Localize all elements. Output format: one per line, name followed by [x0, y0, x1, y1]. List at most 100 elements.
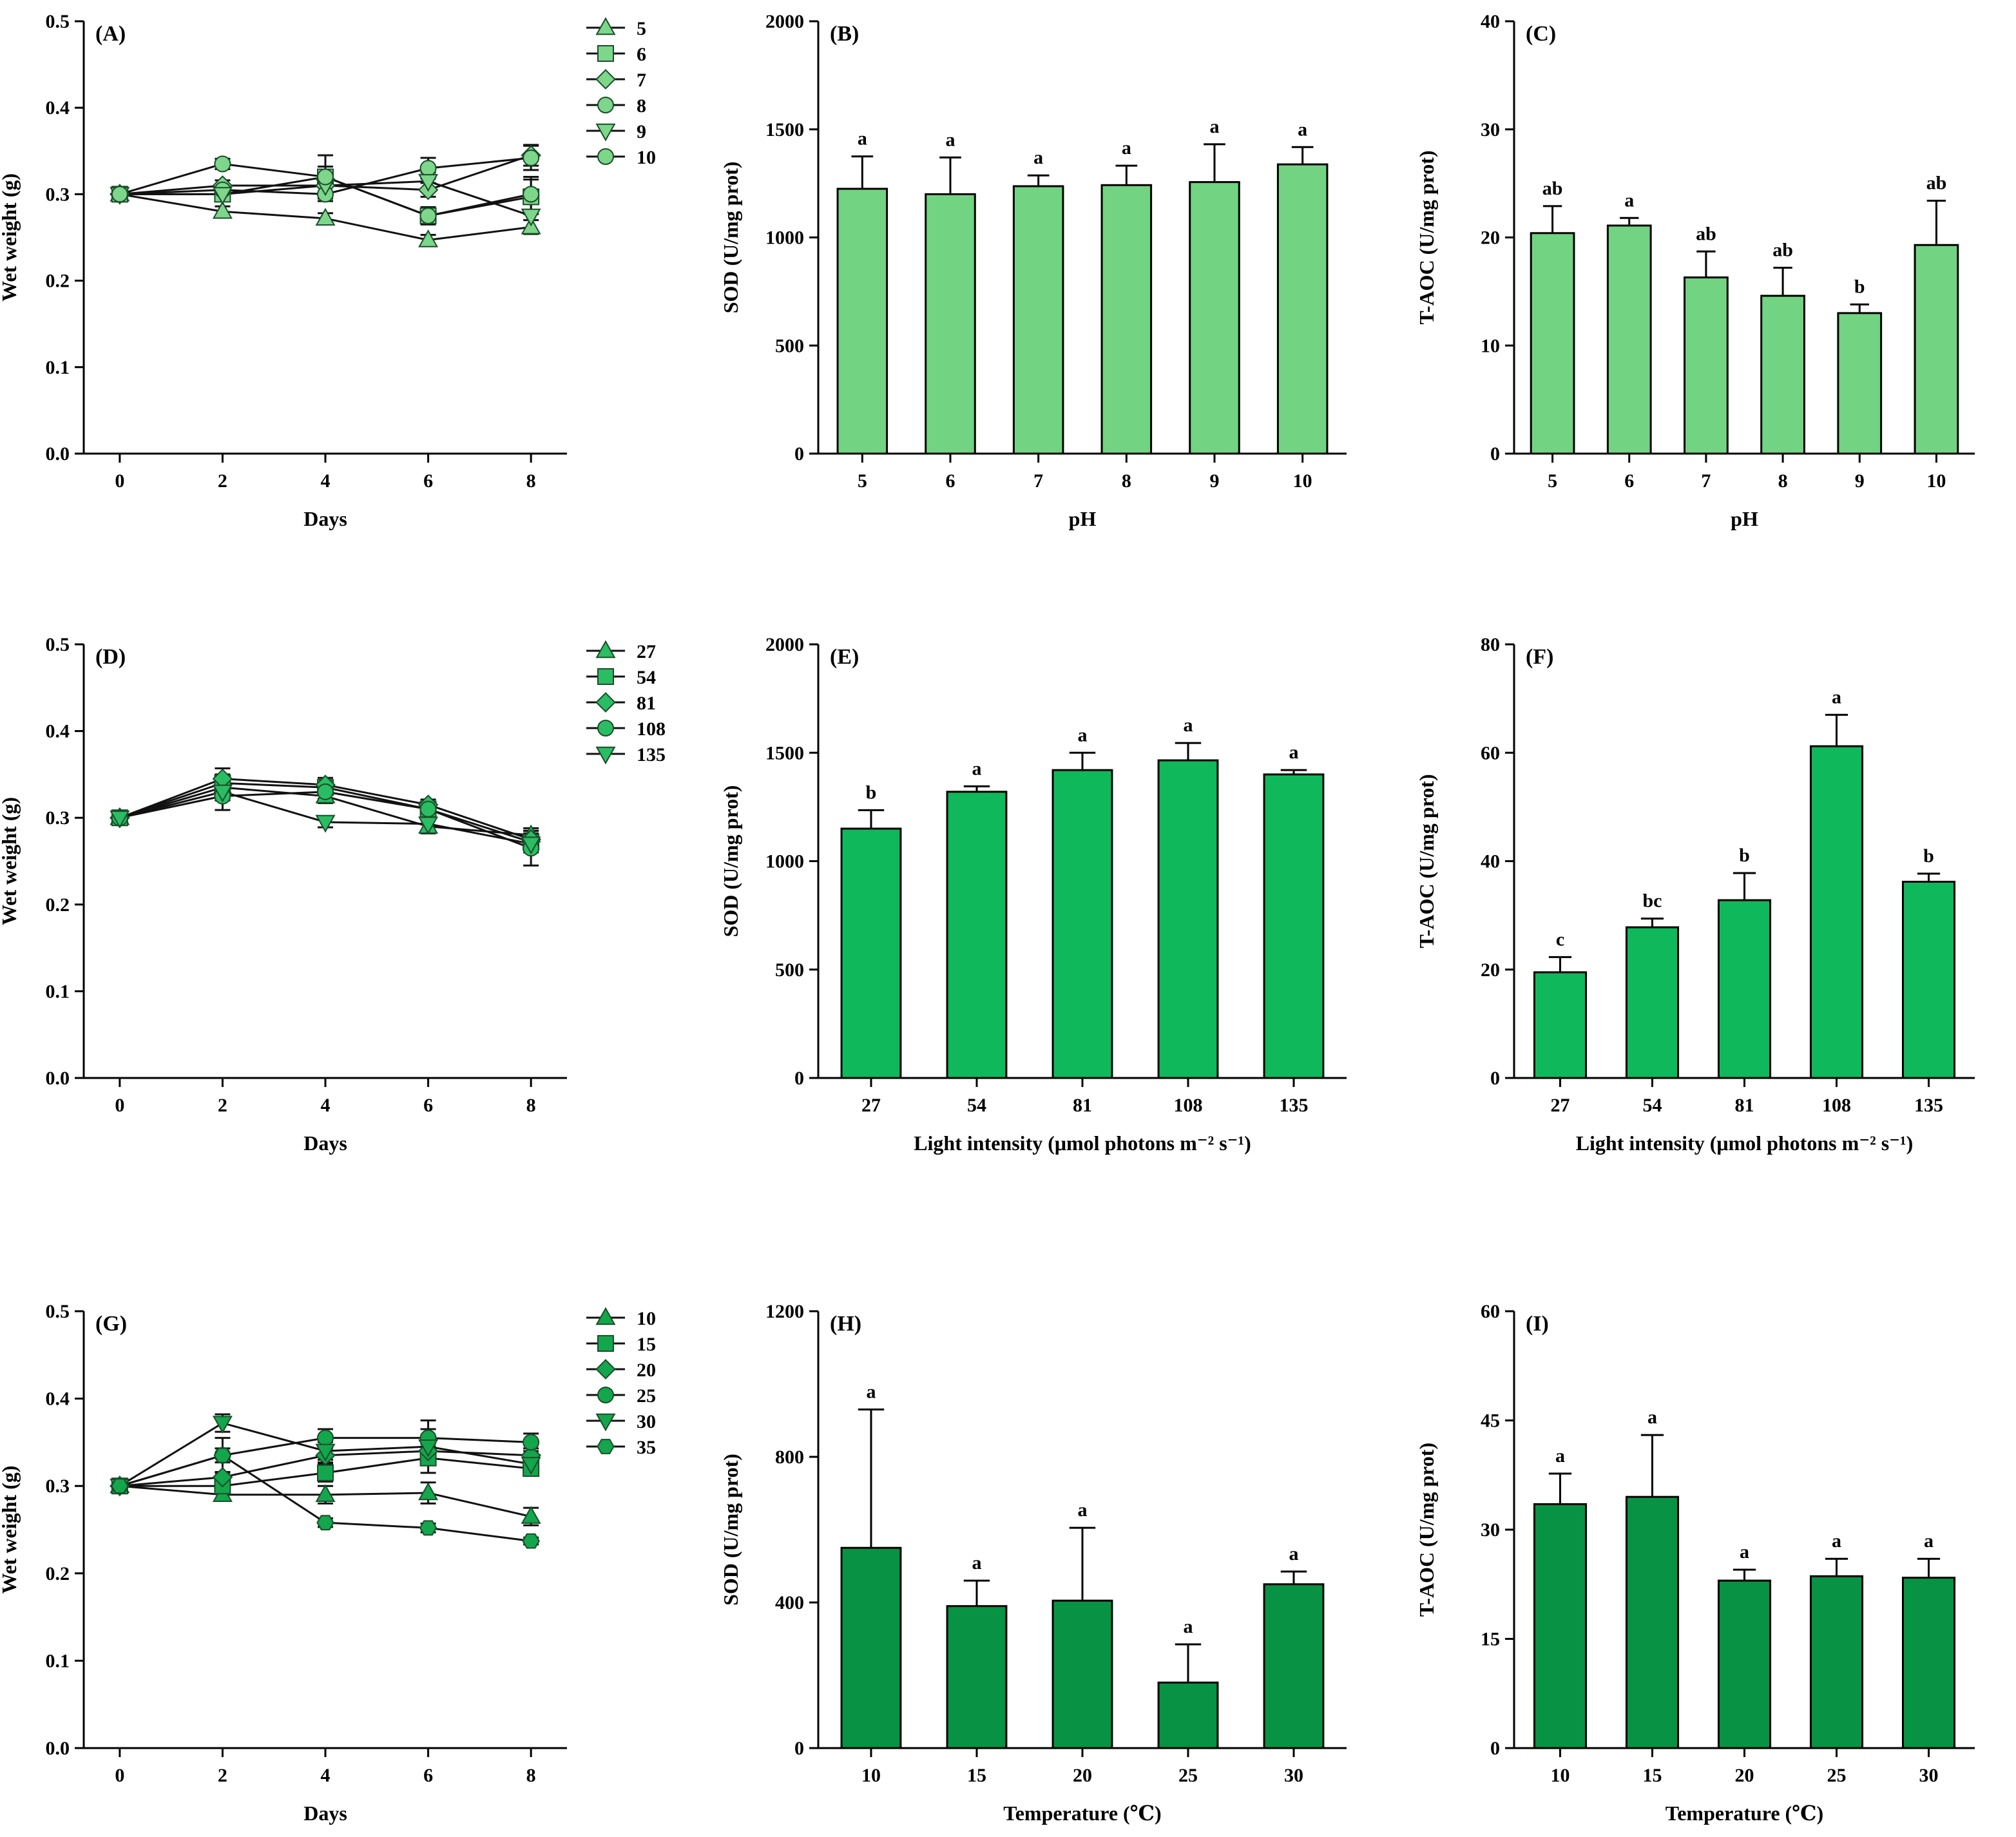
significance-letter: a	[1647, 1407, 1657, 1428]
y-tick-label: 30	[1481, 119, 1500, 140]
x-tick-label: 6	[423, 470, 433, 492]
data-point	[316, 1515, 334, 1531]
legend-label: 81	[637, 693, 656, 714]
x-tick-label: 6	[423, 1765, 433, 1786]
x-tick-label: 10	[1551, 1765, 1570, 1786]
y-tick-label: 40	[1481, 851, 1500, 872]
legend-label: 54	[637, 667, 656, 688]
legend-label: 27	[637, 641, 656, 662]
bar	[1263, 773, 1325, 1079]
bar	[1837, 312, 1883, 455]
panel-label: (F)	[1526, 645, 1553, 669]
legend-label: 10	[637, 1308, 656, 1329]
y-axis-title: T-AOC (U/mg prot)	[1415, 774, 1438, 948]
x-axis-title: Light intensity (μmol photons m⁻² s⁻¹)	[1576, 1131, 1914, 1155]
x-tick-label: 2	[218, 470, 227, 492]
y-tick-label: 500	[775, 959, 804, 981]
panel-label: (A)	[95, 22, 126, 46]
x-tick-label: 10	[1926, 470, 1946, 492]
significance-letter: a	[867, 1381, 876, 1403]
data-point	[111, 1478, 129, 1494]
significance-letter: a	[1555, 1445, 1565, 1467]
y-tick-label: 0	[794, 1068, 804, 1089]
legend-label: 30	[637, 1411, 656, 1432]
legend-marker	[597, 720, 614, 736]
bar	[946, 1605, 1008, 1749]
data-point	[315, 814, 336, 833]
y-tick-label: 60	[1481, 1301, 1500, 1322]
bar	[1809, 745, 1864, 1079]
bar	[1157, 759, 1219, 1079]
x-tick-label: 4	[321, 470, 331, 492]
data-point	[418, 229, 439, 247]
x-tick-label: 8	[1778, 470, 1788, 492]
data-point	[110, 811, 130, 829]
x-tick-label: 7	[1701, 470, 1711, 492]
y-tick-label: 0.3	[46, 807, 70, 829]
y-tick-label: 0.1	[46, 981, 70, 1002]
legend-marker	[597, 1439, 615, 1454]
x-tick-label: 81	[1735, 1095, 1754, 1116]
panel-label: (E)	[830, 645, 859, 669]
x-tick-label: 30	[1919, 1765, 1939, 1786]
bar	[836, 188, 888, 455]
y-tick-label: 0	[1490, 443, 1500, 465]
significance-letter: ab	[1926, 172, 1947, 193]
data-point	[317, 1429, 334, 1447]
significance-letter: a	[1210, 116, 1220, 137]
panel-b: 0 500 1000 1500 2000 (B) SOD (U/mg prot) pH a 5 a 6…	[719, 11, 1347, 530]
y-tick-label: 20	[1481, 227, 1500, 249]
data-point	[317, 168, 334, 186]
bar	[1606, 224, 1652, 455]
significance-letter: a	[1289, 742, 1299, 763]
data-point	[418, 1439, 439, 1457]
panel-a: 0.0 0.1 0.2 0.3 0.4 0.5 (A) Wet weight (g) Days 0…	[0, 11, 656, 530]
data-point	[521, 836, 541, 855]
legend-marker	[597, 148, 614, 165]
significance-letter: a	[1184, 715, 1193, 736]
data-point	[521, 1457, 541, 1475]
significance-letter: a	[1740, 1541, 1749, 1563]
y-tick-label: 0.2	[46, 894, 70, 916]
x-tick-label: 8	[1122, 470, 1131, 492]
panel-label: (I)	[1526, 1312, 1549, 1336]
y-tick-label: 2000	[765, 634, 804, 655]
x-tick-label: 81	[1073, 1095, 1092, 1116]
data-point	[212, 1416, 233, 1434]
x-tick-label: 6	[1624, 470, 1634, 492]
x-axis-title: Temperature (℃)	[1003, 1802, 1161, 1825]
data-point	[521, 1506, 541, 1524]
data-point	[523, 186, 540, 203]
x-tick-label: 0	[115, 1765, 124, 1786]
x-tick-label: 27	[861, 1095, 881, 1116]
bar	[840, 827, 902, 1079]
data-point	[521, 208, 541, 227]
y-tick-label: 0.4	[46, 97, 70, 119]
legend-marker	[595, 692, 616, 713]
significance-letter: ab	[1542, 178, 1563, 199]
y-tick-label: 0.5	[46, 634, 70, 655]
legend-marker	[595, 1307, 616, 1325]
legend-label: 35	[637, 1437, 656, 1458]
data-point	[418, 1482, 439, 1501]
x-tick-label: 30	[1284, 1765, 1303, 1786]
bar	[1625, 1496, 1680, 1749]
data-point	[212, 200, 233, 219]
panel-e: 0 500 1000 1500 2000 (E) SOD (U/mg prot) Light …	[719, 634, 1347, 1155]
bar	[1717, 1579, 1772, 1749]
significance-letter: b	[1923, 845, 1934, 867]
y-axis-title: T-AOC (U/mg prot)	[1415, 1443, 1438, 1617]
legend-label: 135	[637, 744, 666, 765]
x-tick-label: 2	[218, 1765, 227, 1786]
x-axis-title: pH	[1731, 507, 1758, 530]
y-tick-label: 30	[1481, 1519, 1500, 1541]
legend-label: 9	[637, 121, 646, 142]
y-tick-label: 0.0	[46, 1738, 70, 1759]
y-tick-label: 2000	[765, 11, 804, 32]
x-tick-label: 108	[1174, 1095, 1203, 1116]
y-axis-title: Wet weight (g)	[0, 173, 21, 302]
y-tick-label: 0	[1490, 1738, 1500, 1759]
x-tick-label: 7	[1033, 470, 1043, 492]
significance-letter: a	[1184, 1616, 1193, 1637]
panel-label: (G)	[95, 1312, 127, 1336]
